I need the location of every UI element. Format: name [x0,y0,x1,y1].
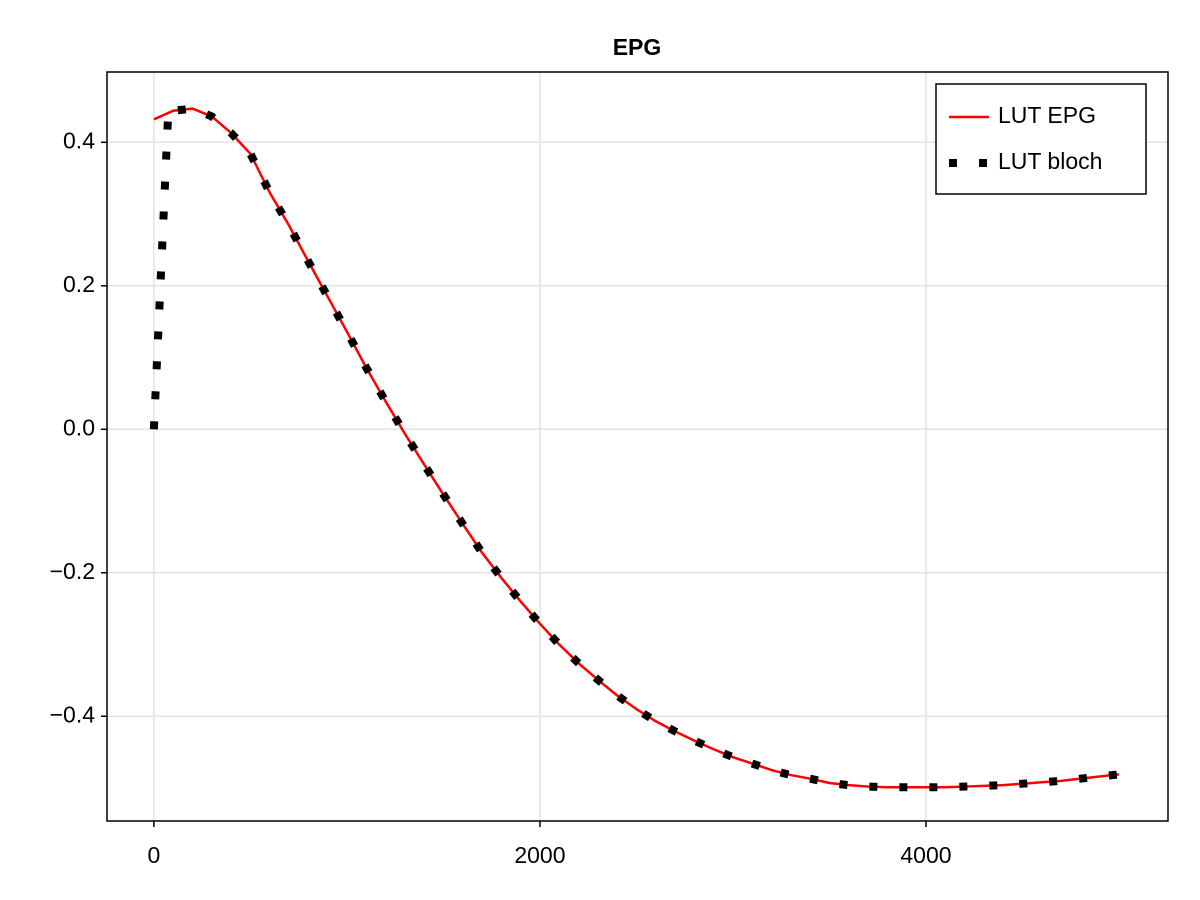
x-tick-label: 4000 [900,842,951,868]
y-tick-label: −0.2 [50,558,95,584]
y-tick-label: 0.2 [63,271,95,297]
legend-box [935,83,1147,195]
x-tick-label: 0 [148,842,161,868]
y-tick-label: 0.4 [63,127,95,153]
y-tick-label: 0.0 [63,414,95,440]
x-tick-label: 2000 [514,842,565,868]
plot-frame [106,71,1169,822]
chart-title: EPG [613,34,662,60]
legend-label: LUT EPG [998,102,1096,128]
y-tick-label: −0.4 [50,701,96,727]
legend-label: LUT bloch [998,148,1102,174]
series-line [153,107,1120,789]
